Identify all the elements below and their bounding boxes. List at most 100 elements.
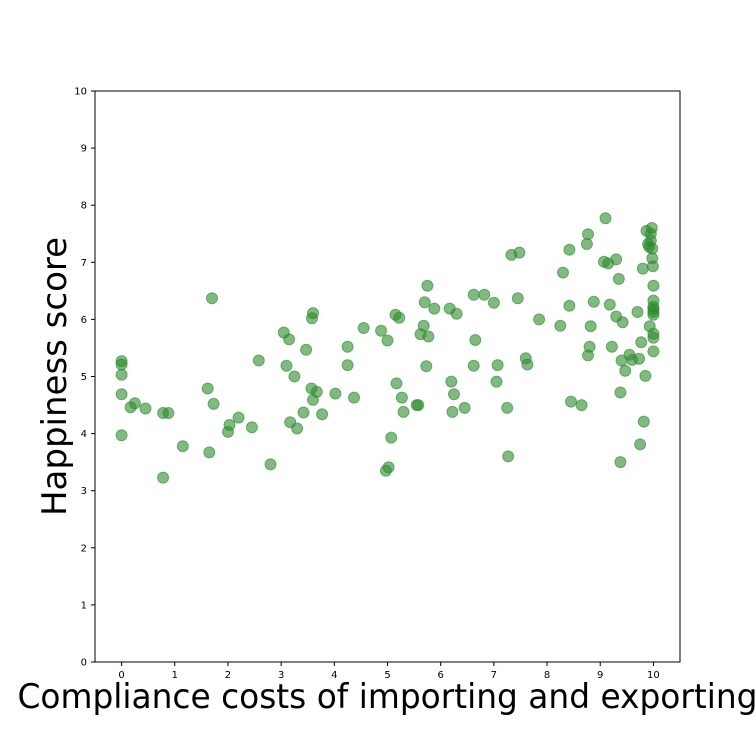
y-tick-label: 0 bbox=[81, 658, 87, 669]
x-tick-label: 2 bbox=[225, 670, 231, 681]
scatter-point bbox=[521, 358, 534, 371]
scatter-point bbox=[563, 299, 576, 312]
scatter-point bbox=[412, 399, 425, 412]
y-tick-label: 1 bbox=[81, 600, 87, 611]
scatter-point bbox=[467, 359, 480, 372]
scatter-point bbox=[445, 375, 458, 388]
scatter-point bbox=[448, 388, 460, 401]
scatter-point bbox=[252, 354, 265, 367]
scatter-point bbox=[280, 359, 293, 372]
scatter-point bbox=[467, 288, 480, 301]
scatter-point bbox=[616, 316, 629, 329]
scatter-points bbox=[115, 212, 660, 484]
y-tick-label: 5 bbox=[81, 372, 87, 383]
scatter-point bbox=[645, 222, 658, 234]
scatter-point bbox=[633, 352, 646, 365]
scatter-point bbox=[582, 228, 594, 241]
scatter-point bbox=[418, 296, 431, 309]
scatter-point bbox=[307, 307, 319, 320]
scatter-point bbox=[647, 279, 660, 292]
x-tick-label: 0 bbox=[118, 670, 124, 681]
scatter-point bbox=[554, 319, 567, 332]
x-tick-label: 3 bbox=[278, 670, 284, 681]
x-axis-ticks: 0 1 2 3 4 5 6 7 8 9 10 bbox=[118, 662, 660, 681]
scatter-point bbox=[647, 331, 660, 344]
scatter-point bbox=[565, 395, 577, 408]
x-axis-label: Compliance costs of importing and export… bbox=[18, 677, 756, 717]
scatter-point bbox=[639, 369, 652, 382]
x-tick-label: 4 bbox=[331, 670, 337, 681]
scatter-point bbox=[397, 405, 410, 418]
scatter-point bbox=[501, 401, 514, 414]
scatter-point bbox=[115, 368, 128, 381]
x-tick-label: 5 bbox=[384, 670, 390, 681]
x-tick-label: 10 bbox=[647, 670, 660, 681]
scatter-point bbox=[206, 292, 218, 305]
scatter-point bbox=[288, 370, 301, 383]
scatter-point bbox=[115, 388, 128, 401]
scatter-point bbox=[139, 402, 152, 415]
scatter-point bbox=[610, 253, 623, 266]
scatter-point bbox=[647, 345, 660, 358]
scatter-point bbox=[583, 340, 596, 353]
x-tick-label: 1 bbox=[172, 670, 178, 681]
scatter-point bbox=[357, 322, 370, 334]
scatter-point bbox=[417, 319, 430, 332]
scatter-point bbox=[157, 471, 170, 484]
scatter-point bbox=[631, 306, 644, 318]
scatter-point bbox=[390, 377, 403, 390]
scatter-point bbox=[421, 279, 434, 292]
scatter-point bbox=[393, 311, 406, 324]
y-tick-label: 9 bbox=[81, 144, 87, 155]
scatter-point bbox=[603, 298, 616, 311]
y-tick-label: 8 bbox=[81, 201, 87, 212]
scatter-point bbox=[381, 334, 394, 347]
scatter-point bbox=[458, 401, 471, 414]
scatter-point bbox=[422, 330, 435, 343]
scatter-point bbox=[491, 359, 504, 372]
scatter-point bbox=[203, 446, 216, 459]
scatter-point bbox=[502, 450, 515, 463]
scatter-point bbox=[619, 364, 632, 377]
x-tick-label: 6 bbox=[437, 670, 443, 681]
scatter-point bbox=[614, 386, 627, 399]
scatter-point bbox=[636, 262, 649, 275]
scatter-point bbox=[128, 397, 141, 410]
scatter-point bbox=[245, 421, 258, 434]
scatter-point bbox=[646, 260, 659, 273]
x-tick-label: 7 bbox=[491, 670, 497, 681]
scatter-point bbox=[375, 324, 388, 337]
scatter-point bbox=[490, 375, 503, 388]
y-tick-label: 6 bbox=[81, 315, 87, 326]
scatter-point bbox=[599, 212, 612, 225]
scatter-point bbox=[614, 456, 627, 469]
scatter-point bbox=[348, 391, 360, 404]
scatter-point bbox=[428, 302, 441, 315]
scatter-point bbox=[587, 295, 600, 308]
scatter-point bbox=[385, 431, 398, 444]
scatter-point bbox=[297, 406, 310, 419]
scatter-point bbox=[283, 333, 296, 346]
scatter-point bbox=[341, 359, 354, 372]
scatter-point bbox=[201, 382, 214, 395]
x-tick-label: 9 bbox=[597, 670, 603, 681]
scatter-point bbox=[557, 266, 569, 279]
scatter-point bbox=[612, 272, 625, 285]
scatter-point bbox=[341, 340, 354, 353]
y-tick-label: 2 bbox=[81, 543, 87, 554]
scatter-point bbox=[469, 334, 482, 346]
scatter-point bbox=[605, 340, 618, 353]
scatter-point bbox=[291, 422, 304, 435]
scatter-point bbox=[450, 307, 463, 320]
scatter-point bbox=[316, 408, 329, 421]
x-tick-label: 8 bbox=[544, 670, 550, 681]
scatter-point bbox=[446, 405, 459, 418]
scatter-point bbox=[584, 320, 597, 333]
scatter-point bbox=[634, 438, 647, 451]
scatter-point bbox=[162, 407, 175, 419]
scatter-point bbox=[575, 399, 588, 412]
y-axis-label: Happiness score bbox=[35, 237, 75, 516]
scatter-point bbox=[478, 288, 491, 301]
scatter-point bbox=[300, 343, 313, 356]
